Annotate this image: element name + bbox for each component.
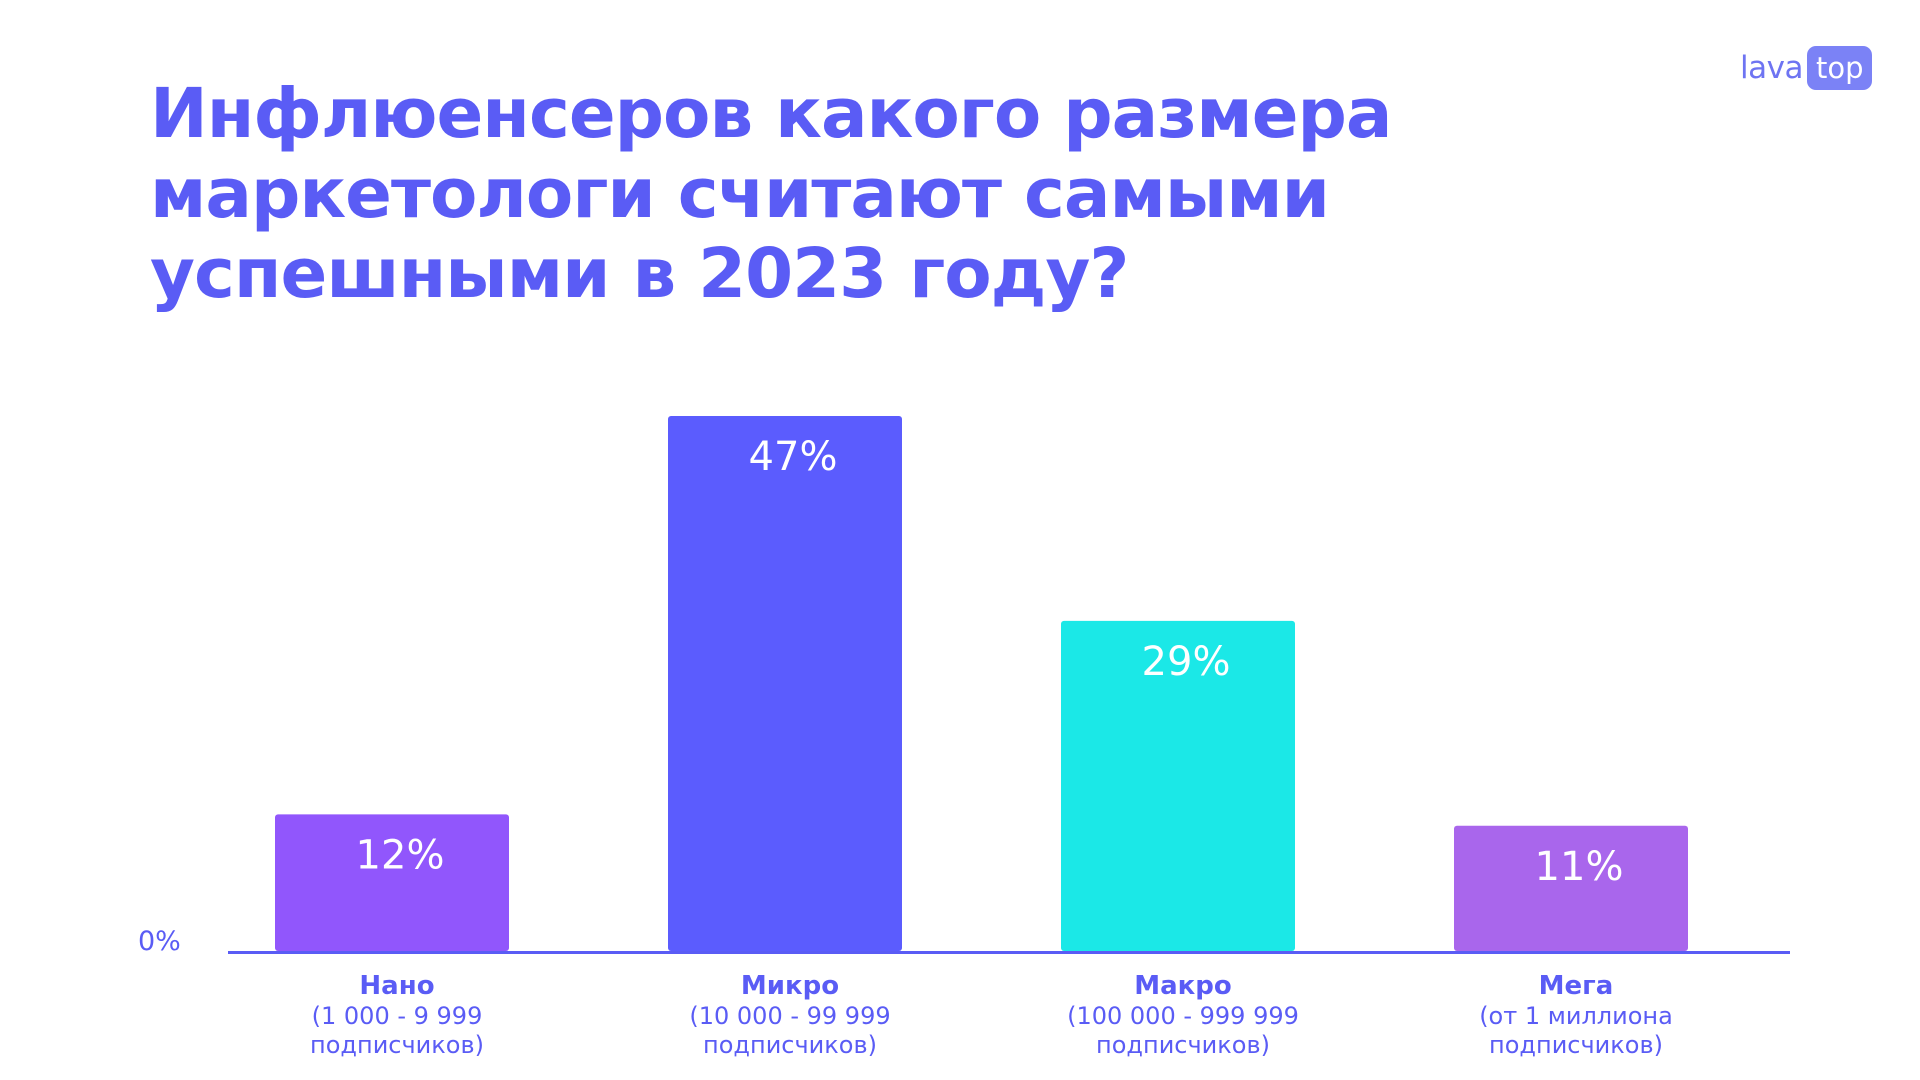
category-label: Макро (1134, 971, 1232, 1001)
bar-value-label: 11% (1535, 844, 1624, 890)
category-detail-label: подписчиков) (310, 1031, 484, 1059)
bar-1 (275, 814, 509, 951)
bar-value-label: 47% (749, 434, 838, 480)
bar-4 (1454, 825, 1688, 951)
bar-value-label: 29% (1142, 639, 1231, 685)
category-detail-label: (от 1 миллиона (1479, 1002, 1673, 1030)
y-tick-label: 0% (138, 926, 181, 957)
lava-top-logo: lava top (1740, 45, 1873, 91)
category-detail-label: подписчиков) (703, 1031, 877, 1059)
bar-2 (668, 416, 902, 951)
bar-3 (1061, 620, 1295, 951)
logo-badge: top (1806, 46, 1873, 90)
bar-value-label: 12% (356, 832, 445, 878)
category-detail-label: подписчиков) (1096, 1031, 1270, 1059)
category-detail-label: подписчиков) (1489, 1031, 1663, 1059)
chart-title: Инфлюенсеров какого размера маркетологи … (150, 74, 1392, 314)
logo-word: lava (1740, 50, 1803, 86)
category-detail-label: (100 000 - 999 999 (1067, 1002, 1299, 1030)
category-label: Нано (359, 971, 434, 1001)
category-label: Микро (741, 971, 839, 1001)
category-label: Мега (1539, 971, 1614, 1001)
category-detail-label: (1 000 - 9 999 (312, 1002, 483, 1030)
category-detail-label: (10 000 - 99 999 (689, 1002, 890, 1030)
